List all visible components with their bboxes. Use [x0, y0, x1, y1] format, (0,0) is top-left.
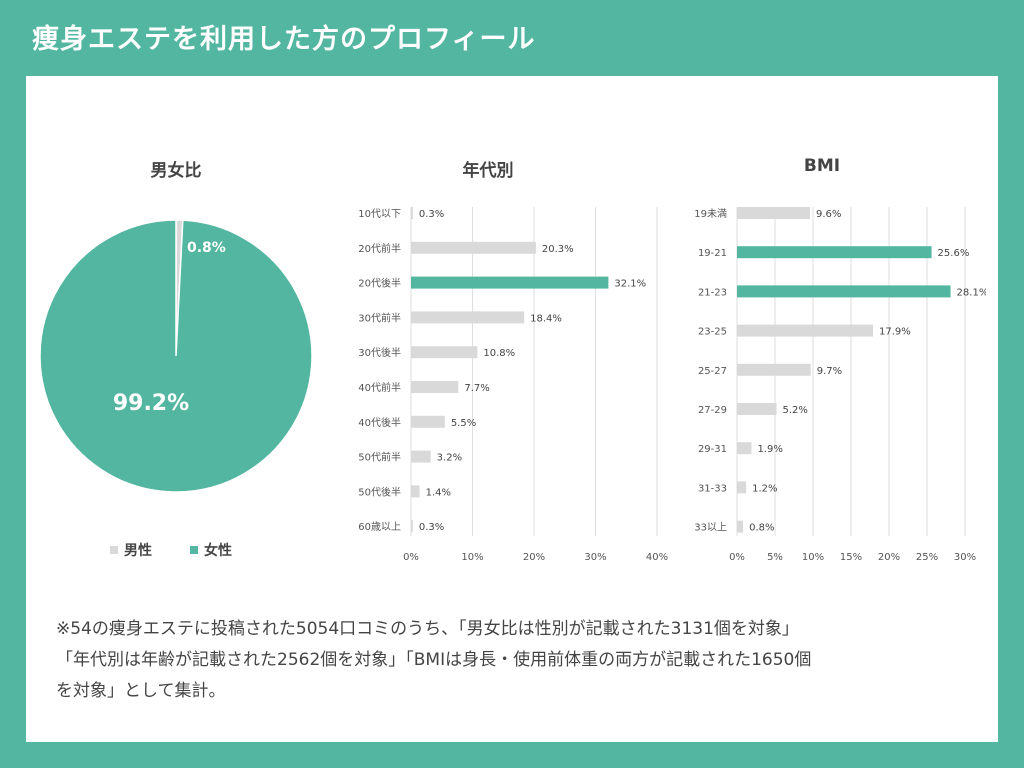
content-card: 男女比 0.8% 99.2% 男性 女性 年代別 0% 10% 20% 30% 40% 10…	[26, 76, 998, 742]
age-category-label: 10代以下	[358, 208, 401, 220]
age-bar	[411, 276, 609, 289]
age-tick-label: 0%	[403, 552, 419, 563]
bmi-bar	[737, 207, 810, 219]
bmi-bar	[737, 324, 874, 337]
age-category-label: 30代前半	[358, 311, 401, 324]
age-tick-label: 10%	[461, 552, 483, 563]
bmi-value-label: 1.9%	[757, 444, 782, 455]
age-category-label: 30代後半	[358, 346, 401, 359]
bmi-value-label: 17.9%	[879, 327, 911, 338]
age-value-label: 18.4%	[530, 313, 562, 324]
age-chart-title: 年代別	[462, 161, 514, 181]
bmi-category-label: 19未満	[694, 208, 727, 220]
age-bar	[411, 520, 413, 533]
age-value-label: 1.4%	[426, 487, 451, 498]
bmi-value-label: 5.2%	[783, 405, 808, 416]
age-value-label: 0.3%	[419, 209, 444, 220]
bmi-category-label: 29-31	[698, 444, 727, 455]
age-value-label: 10.8%	[483, 348, 515, 359]
bmi-value-label: 28.1%	[957, 287, 986, 298]
age-category-label: 40代前半	[358, 381, 401, 394]
legend-swatch-female	[190, 546, 198, 554]
bmi-category-label: 25-27	[698, 366, 727, 377]
age-value-label: 5.5%	[451, 418, 476, 429]
legend-swatch-male	[110, 546, 118, 554]
bmi-value-label: 9.7%	[817, 366, 842, 377]
bmi-category-label: 31-33	[698, 483, 727, 494]
age-tick-label: 40%	[646, 552, 668, 563]
gender-chart-title: 男女比	[150, 161, 202, 181]
bmi-tick-label: 10%	[802, 552, 824, 563]
bmi-value-label: 1.2%	[752, 483, 777, 494]
age-category-label: 50代後半	[358, 485, 401, 498]
legend-label-female: 女性	[204, 543, 232, 559]
bmi-tick-label: 20%	[878, 552, 900, 563]
bmi-tick-label: 25%	[916, 552, 938, 563]
bmi-bar	[737, 246, 932, 259]
bmi-bar	[737, 403, 777, 415]
bmi-bar	[737, 363, 811, 376]
age-value-label: 32.1%	[614, 279, 646, 290]
pie-label-female: 99.2%	[113, 391, 189, 416]
bmi-chart-title: BMI	[803, 156, 841, 176]
age-bar	[411, 450, 431, 463]
pie-label-male: 0.8%	[187, 240, 226, 256]
age-value-label: 0.3%	[419, 522, 444, 533]
bmi-bar	[737, 285, 951, 298]
bmi-value-label: 9.6%	[816, 209, 841, 220]
age-value-label: 20.3%	[542, 244, 574, 255]
footnote: ※54の痩身エステに投稿された5054口コミのうち、「男女比は性別が記載された3…	[56, 614, 976, 707]
bmi-category-label: 21-23	[698, 287, 727, 298]
age-bar	[411, 415, 445, 428]
bmi-bar	[737, 481, 747, 494]
page-title: 痩身エステを利用した方のプロフィール	[32, 24, 536, 55]
bmi-category-label: 27-29	[698, 405, 727, 416]
bmi-bar-chart: 0% 5% 10% 15% 20% 25% 30% 19未満 9.6% 19-21 25.6% 21-…	[694, 207, 986, 563]
bmi-bar	[737, 442, 752, 455]
age-bar	[411, 485, 420, 498]
bmi-tick-label: 0%	[729, 552, 745, 563]
legend-item-female: 女性	[190, 540, 232, 560]
footnote-line: ※54の痩身エステに投稿された5054口コミのうち、「男女比は性別が記載された3…	[56, 619, 799, 639]
age-bar-chart: 0% 10% 20% 30% 40% 10代以下 0.3% 20代前半 20.3% 20代後半 32…	[358, 207, 668, 563]
age-bar	[411, 381, 459, 393]
bmi-category-label: 33以上	[694, 522, 727, 534]
gender-legend: 男性 女性	[110, 540, 232, 560]
bmi-value-label: 0.8%	[749, 523, 774, 534]
age-category-label: 50代前半	[358, 451, 401, 464]
bmi-category-label: 19-21	[698, 248, 727, 259]
age-tick-label: 20%	[523, 552, 545, 563]
age-category-label: 20代前半	[358, 242, 401, 255]
age-category-label: 40代後半	[358, 416, 401, 429]
bmi-bar	[737, 520, 744, 533]
legend-label-male: 男性	[124, 543, 152, 559]
pie-slice-female	[39, 219, 313, 493]
age-bar	[411, 311, 525, 324]
age-bar	[411, 207, 413, 219]
age-bar	[411, 346, 478, 359]
age-bar	[411, 241, 536, 254]
age-tick-label: 30%	[584, 552, 606, 563]
bmi-category-label: 23-25	[698, 327, 727, 338]
bmi-value-label: 25.6%	[938, 248, 970, 259]
footnote-line: を対象」として集計。	[56, 681, 226, 701]
age-value-label: 7.7%	[464, 383, 489, 394]
bmi-tick-label: 15%	[840, 552, 862, 563]
legend-item-male: 男性	[110, 540, 152, 560]
bmi-tick-label: 30%	[954, 552, 976, 563]
age-category-label: 60歳以上	[358, 521, 401, 533]
gender-pie-chart: 0.8% 99.2%	[39, 219, 313, 493]
age-category-label: 20代後半	[358, 277, 401, 290]
footnote-line: 「年代別は年齢が記載された2562個を対象」「BMIは身長・使用前体重の両方が記…	[56, 650, 812, 670]
age-value-label: 3.2%	[437, 453, 462, 464]
bmi-tick-label: 5%	[767, 552, 783, 563]
